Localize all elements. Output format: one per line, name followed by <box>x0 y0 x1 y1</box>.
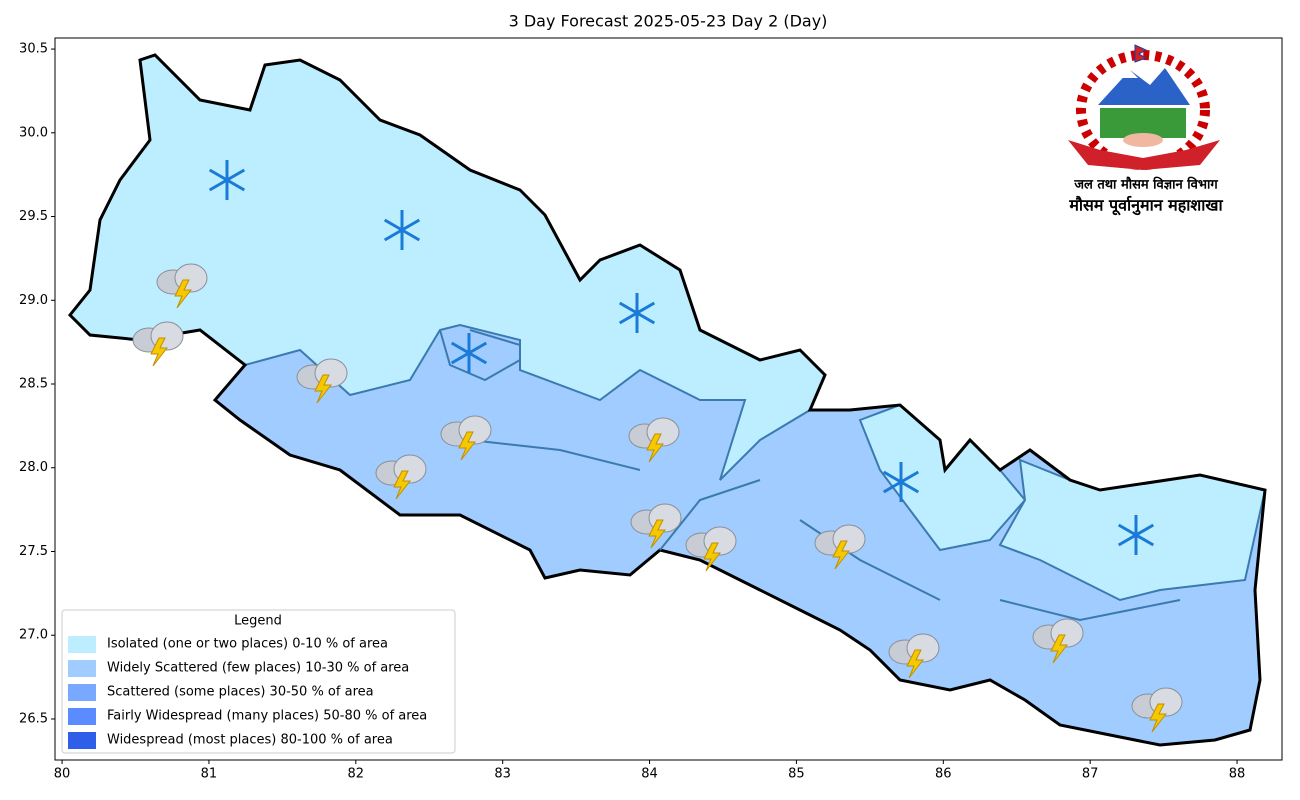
x-tick-label: 86 <box>935 767 952 782</box>
logo-hands <box>1123 133 1163 147</box>
lightning <box>458 431 477 461</box>
snow-stroke <box>208 168 246 192</box>
storm-icon <box>814 524 866 570</box>
legend-label: Widespread (most places) 80-100 % of are… <box>107 733 393 748</box>
y-tick-label: 28.5 <box>19 377 48 392</box>
logo-banner <box>1068 140 1220 170</box>
snow-stroke <box>450 341 488 365</box>
storm-icon <box>1131 687 1183 733</box>
lightning <box>150 337 169 367</box>
x-tick-label: 87 <box>1082 767 1099 782</box>
storm-icon <box>630 503 682 549</box>
y-tick-label: 29.0 <box>19 293 48 308</box>
legend-swatch <box>68 684 96 701</box>
snow-icon <box>450 333 488 373</box>
snow-icon <box>882 462 920 502</box>
storm-icon <box>296 358 348 404</box>
district-border <box>439 329 521 382</box>
legend-swatch <box>68 660 96 677</box>
logo-line-1: जल तथा मौसम विज्ञान विभाग <box>1073 177 1218 193</box>
storm-icon <box>375 454 427 500</box>
storm-icon <box>156 263 208 309</box>
x-tick-label: 84 <box>641 767 658 782</box>
x-tick-label: 88 <box>1229 767 1246 782</box>
lightning <box>393 470 412 500</box>
lightning <box>174 279 193 309</box>
x-tick-label: 81 <box>201 767 218 782</box>
legend-swatch <box>68 708 96 725</box>
lightning <box>646 433 665 463</box>
snow-stroke <box>1117 523 1155 547</box>
legend-swatch <box>68 636 96 653</box>
snow-stroke <box>882 470 920 494</box>
legend-title: Legend <box>234 614 282 629</box>
lightning <box>1149 703 1168 733</box>
district-border <box>659 479 761 551</box>
legend-swatch <box>68 732 96 749</box>
y-tick-label: 30.0 <box>19 125 48 140</box>
snow-icon <box>618 293 656 333</box>
map-layer <box>67 53 1267 747</box>
logo-flag <box>1134 44 1148 63</box>
storm-icon <box>440 415 492 461</box>
legend: Legend Isolated (one or two places) 0-10… <box>61 609 456 754</box>
legend-box <box>61 609 456 754</box>
title: 3 Day Forecast 2025-05-23 Day 2 (Day) <box>509 12 828 31</box>
snow-icon <box>383 210 421 250</box>
x-tick-label: 82 <box>348 767 365 782</box>
y-tick-label: 27.5 <box>19 544 48 559</box>
legend-label: Scattered (some places) 30-50 % of area <box>107 685 374 700</box>
legend-label: Widely Scattered (few places) 10-30 % of… <box>107 661 409 676</box>
snow-icon <box>1117 515 1155 555</box>
legend-label: Isolated (one or two places) 0-10 % of a… <box>107 637 388 652</box>
snow-icon <box>208 160 246 200</box>
x-tick-label: 80 <box>54 767 71 782</box>
snow-stroke <box>383 218 421 242</box>
y-tick-label: 30.5 <box>19 42 48 57</box>
lightning <box>648 519 667 549</box>
lightning <box>832 540 851 570</box>
y-tick-label: 29.5 <box>19 209 48 224</box>
lightning <box>703 542 722 572</box>
storm-icon <box>132 321 184 367</box>
storm-icon <box>628 417 680 463</box>
storm-icon <box>1032 618 1084 664</box>
logo: जल तथा मौसम विज्ञान विभाग मौसम पूर्वानुम… <box>1068 44 1224 216</box>
logo-line-2: मौसम पूर्वानुमान महाशाखा <box>1068 196 1223 216</box>
storm-icon <box>685 526 737 572</box>
y-tick-label: 28.0 <box>19 460 48 475</box>
lightning <box>906 649 925 679</box>
lightning <box>1050 634 1069 664</box>
x-tick-label: 83 <box>494 767 511 782</box>
y-tick-label: 26.5 <box>19 711 48 726</box>
legend-label: Fairly Widespread (many places) 50-80 % … <box>107 709 427 724</box>
y-tick-label: 27.0 <box>19 628 48 643</box>
snow-stroke <box>618 301 656 325</box>
logo-mountain <box>1098 68 1190 105</box>
logo-ring <box>1076 50 1210 170</box>
x-tick-label: 85 <box>788 767 805 782</box>
storm-icon <box>888 633 940 679</box>
district-border <box>469 439 641 471</box>
plot-frame <box>54 37 1283 761</box>
logo-snow <box>1118 70 1138 78</box>
district-border <box>999 599 1181 622</box>
country-outline <box>67 53 1267 747</box>
district-border <box>799 519 941 601</box>
lightning <box>314 374 333 404</box>
